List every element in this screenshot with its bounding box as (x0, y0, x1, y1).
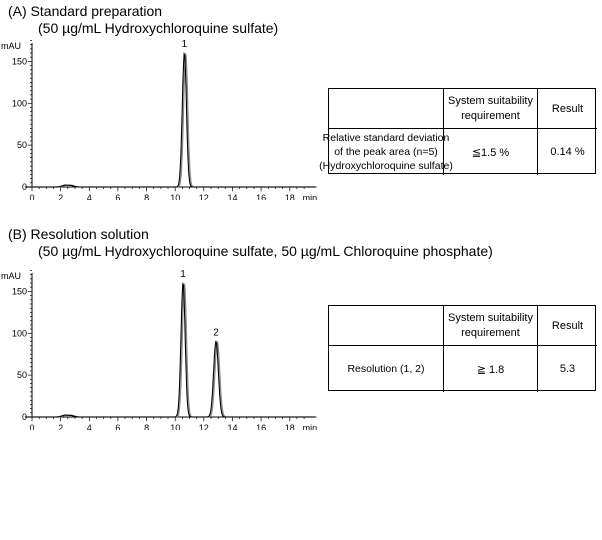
svg-text:16: 16 (256, 193, 266, 200)
svg-text:14: 14 (227, 193, 237, 200)
svg-text:8: 8 (144, 193, 149, 200)
svg-text:2: 2 (213, 328, 219, 339)
svg-text:150: 150 (12, 286, 27, 296)
svg-text:14: 14 (227, 423, 237, 430)
svg-text:1: 1 (180, 270, 186, 280)
svg-text:150: 150 (12, 56, 27, 66)
svg-text:4: 4 (87, 193, 92, 200)
svg-text:1: 1 (182, 40, 188, 50)
svg-text:10: 10 (170, 423, 180, 430)
svg-text:6: 6 (115, 193, 120, 200)
svg-text:50: 50 (17, 370, 27, 380)
svg-text:mAU: mAU (1, 271, 21, 281)
svg-text:12: 12 (199, 423, 209, 430)
svg-text:12: 12 (199, 193, 209, 200)
svg-text:100: 100 (12, 98, 27, 108)
svg-text:0: 0 (29, 193, 34, 200)
svg-text:2: 2 (58, 423, 63, 430)
svg-text:100: 100 (12, 328, 27, 338)
svg-text:0: 0 (29, 423, 34, 430)
svg-text:2: 2 (58, 193, 63, 200)
svg-text:18: 18 (285, 423, 295, 430)
svg-text:18: 18 (285, 193, 295, 200)
svg-text:50: 50 (17, 140, 27, 150)
svg-text:min: min (303, 193, 318, 200)
svg-text:8: 8 (144, 423, 149, 430)
svg-text:6: 6 (115, 423, 120, 430)
svg-text:10: 10 (170, 193, 180, 200)
svg-text:16: 16 (256, 423, 266, 430)
svg-text:min: min (303, 423, 318, 430)
svg-text:4: 4 (87, 423, 92, 430)
svg-text:mAU: mAU (1, 41, 21, 51)
